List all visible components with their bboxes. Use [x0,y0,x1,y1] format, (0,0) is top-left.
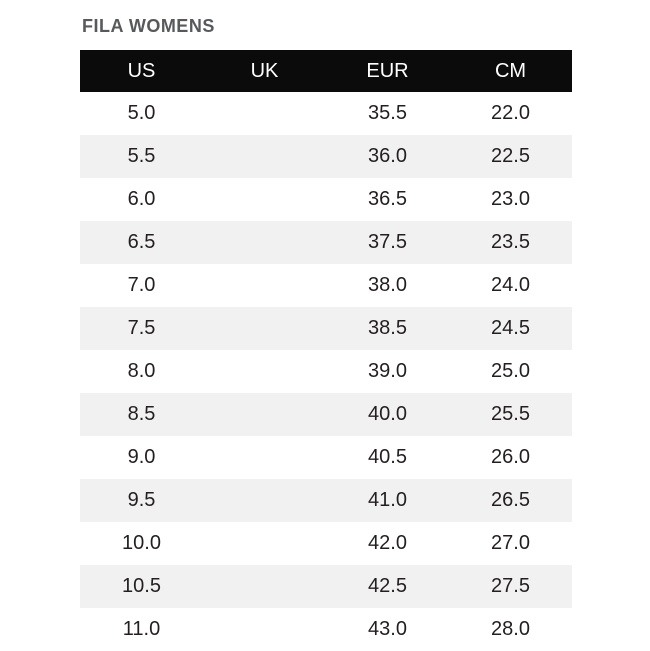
table-cell-eur: 37.5 [326,221,449,264]
column-header-us: US [80,50,203,92]
table-cell-uk [203,608,326,651]
table-cell-cm: 26.5 [449,479,572,522]
table-cell-uk [203,479,326,522]
table-cell-cm: 28.0 [449,608,572,651]
table-cell-us: 8.0 [80,350,203,393]
column-header-cm: CM [449,50,572,92]
table-cell-eur: 38.0 [326,264,449,307]
table-cell-uk [203,178,326,221]
table-cell-uk [203,393,326,436]
table-cell-eur: 36.0 [326,135,449,178]
table-cell-us: 10.0 [80,522,203,565]
table-cell-cm: 23.5 [449,221,572,264]
table-row: 5.5 36.0 22.5 [80,135,572,178]
table-cell-uk [203,565,326,608]
table-cell-eur: 40.5 [326,436,449,479]
table-cell-eur: 36.5 [326,178,449,221]
table-cell-uk [203,135,326,178]
table-cell-us: 10.5 [80,565,203,608]
table-cell-eur: 41.0 [326,479,449,522]
table-cell-us: 9.0 [80,436,203,479]
table-cell-us: 7.5 [80,307,203,350]
table-row: 8.5 40.0 25.5 [80,393,572,436]
table-cell-eur: 39.0 [326,350,449,393]
table-cell-eur: 40.0 [326,393,449,436]
table-cell-uk [203,92,326,135]
table-row: 6.0 36.5 23.0 [80,178,572,221]
table-row: 6.5 37.5 23.5 [80,221,572,264]
table-cell-cm: 23.0 [449,178,572,221]
table-row: 9.0 40.5 26.0 [80,436,572,479]
chart-title: FILA WOMENS [82,16,215,36]
table-body: 5.0 35.5 22.0 5.5 36.0 22.5 6.0 36.5 23.0 6.5 37.5… [80,92,572,651]
table-row: 10.5 42.5 27.5 [80,565,572,608]
table-cell-cm: 27.5 [449,565,572,608]
table-row: 5.0 35.5 22.0 [80,92,572,135]
table-cell-eur: 38.5 [326,307,449,350]
table-cell-us: 9.5 [80,479,203,522]
table-cell-uk [203,350,326,393]
header-row: US UK EUR CM [80,50,572,92]
table-row: 8.0 39.0 25.0 [80,350,572,393]
table-cell-eur: 42.0 [326,522,449,565]
table-cell-uk [203,221,326,264]
column-header-eur: EUR [326,50,449,92]
table-cell-us: 11.0 [80,608,203,651]
table-row: 9.5 41.0 26.5 [80,479,572,522]
table-cell-cm: 22.0 [449,92,572,135]
table-cell-us: 6.5 [80,221,203,264]
table-cell-us: 7.0 [80,264,203,307]
table-cell-cm: 24.5 [449,307,572,350]
table-cell-uk [203,264,326,307]
table-cell-cm: 25.0 [449,350,572,393]
size-chart: FILA WOMENS US UK EUR CM 5.0 35.5 22.0 5.5 36.0… [80,0,572,651]
table-cell-cm: 24.0 [449,264,572,307]
table-cell-us: 6.0 [80,178,203,221]
table-cell-cm: 27.0 [449,522,572,565]
table-row: 10.0 42.0 27.0 [80,522,572,565]
table-cell-us: 5.0 [80,92,203,135]
table-cell-uk [203,307,326,350]
table-cell-eur: 43.0 [326,608,449,651]
table-cell-eur: 42.5 [326,565,449,608]
table-cell-us: 8.5 [80,393,203,436]
table-row: 11.0 43.0 28.0 [80,608,572,651]
table-row: 7.0 38.0 24.0 [80,264,572,307]
column-header-uk: UK [203,50,326,92]
table-row: 7.5 38.5 24.5 [80,307,572,350]
table-cell-us: 5.5 [80,135,203,178]
size-table: US UK EUR CM 5.0 35.5 22.0 5.5 36.0 22.5 6.0 36.5 2… [80,50,572,651]
table-header: US UK EUR CM [80,50,572,92]
table-cell-cm: 26.0 [449,436,572,479]
table-cell-uk [203,436,326,479]
table-cell-eur: 35.5 [326,92,449,135]
table-cell-cm: 22.5 [449,135,572,178]
table-cell-uk [203,522,326,565]
table-cell-cm: 25.5 [449,393,572,436]
